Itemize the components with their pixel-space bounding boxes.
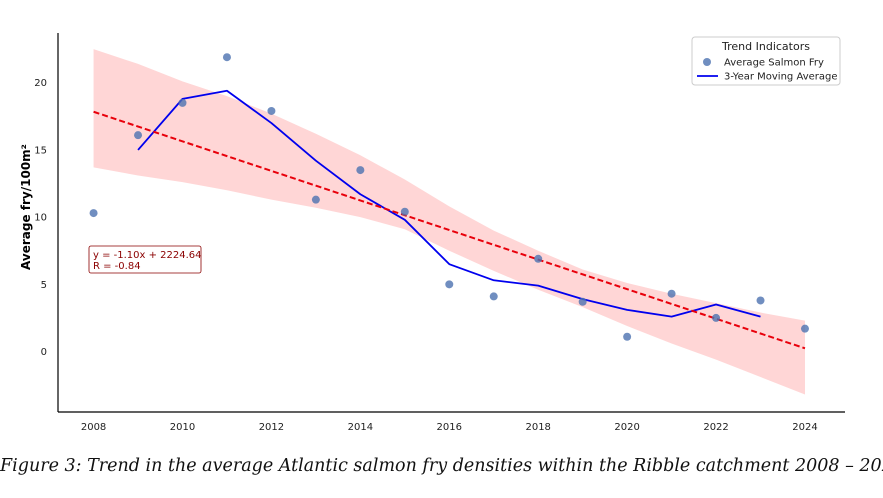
annotation-box bbox=[88, 245, 202, 274]
scatter-point bbox=[178, 98, 187, 107]
correlation-coefficient: R = -0.84 bbox=[93, 261, 141, 272]
scatter-point bbox=[578, 297, 587, 306]
scatter-point bbox=[400, 207, 409, 216]
legend-scatter-marker bbox=[703, 58, 711, 66]
legend: Trend Indicators Average Salmon Fry 3-Ye… bbox=[691, 36, 841, 86]
scatter-point bbox=[800, 324, 809, 333]
x-tick-label: 2018 bbox=[525, 422, 550, 433]
scatter-point bbox=[623, 332, 632, 341]
scatter-point bbox=[356, 166, 365, 175]
scatter-point bbox=[667, 289, 676, 298]
scatter-point bbox=[756, 296, 765, 305]
legend-title: Trend Indicators bbox=[721, 40, 810, 53]
regression-annotation: y = -1.10x + 2224.64 R = -0.84 bbox=[88, 245, 202, 274]
y-axis-label: Average fry/100m² bbox=[19, 144, 33, 270]
x-tick-label: 2010 bbox=[170, 422, 195, 433]
scatter-point bbox=[222, 53, 231, 62]
y-tick-label: 20 bbox=[34, 78, 47, 89]
x-tick-label: 2016 bbox=[437, 422, 462, 433]
x-tick-label: 2012 bbox=[259, 422, 284, 433]
y-tick-label: 5 bbox=[41, 280, 47, 291]
x-tick-label: 2022 bbox=[703, 422, 728, 433]
scatter-point bbox=[134, 131, 143, 140]
scatter-point bbox=[445, 280, 454, 289]
chart-area: 2008 2010 2012 2014 2016 2018 2020 2022 2024 0 5 10… bbox=[19, 33, 845, 433]
scatter-point bbox=[489, 292, 498, 301]
confidence-band bbox=[93, 49, 805, 395]
scatter-point bbox=[712, 313, 721, 322]
scatter-point bbox=[311, 195, 320, 204]
scatter-point bbox=[267, 106, 276, 115]
legend-box bbox=[691, 36, 841, 86]
moving-average-line bbox=[137, 89, 761, 318]
scatter-point bbox=[534, 254, 543, 263]
figure-caption: Figure 3: Trend in the average Atlantic … bbox=[0, 456, 883, 476]
regression-equation: y = -1.10x + 2224.64 bbox=[93, 250, 202, 261]
trend-chart: 2008 2010 2012 2014 2016 2018 2020 2022 2024 0 5 10… bbox=[19, 33, 845, 433]
scatter-point bbox=[89, 209, 98, 218]
x-tick-label: 2020 bbox=[614, 422, 639, 433]
y-tick-label: 15 bbox=[34, 145, 47, 156]
x-tick-label: 2014 bbox=[348, 422, 373, 433]
regression-line bbox=[93, 110, 806, 350]
y-tick-label: 10 bbox=[34, 213, 47, 224]
x-tick-label: 2008 bbox=[81, 422, 106, 433]
x-tick-label: 2024 bbox=[792, 422, 817, 433]
y-tick-label: 0 bbox=[41, 347, 47, 358]
legend-entry-scatter: Average Salmon Fry bbox=[724, 58, 824, 69]
legend-entry-moving-average: 3-Year Moving Average bbox=[724, 72, 838, 83]
